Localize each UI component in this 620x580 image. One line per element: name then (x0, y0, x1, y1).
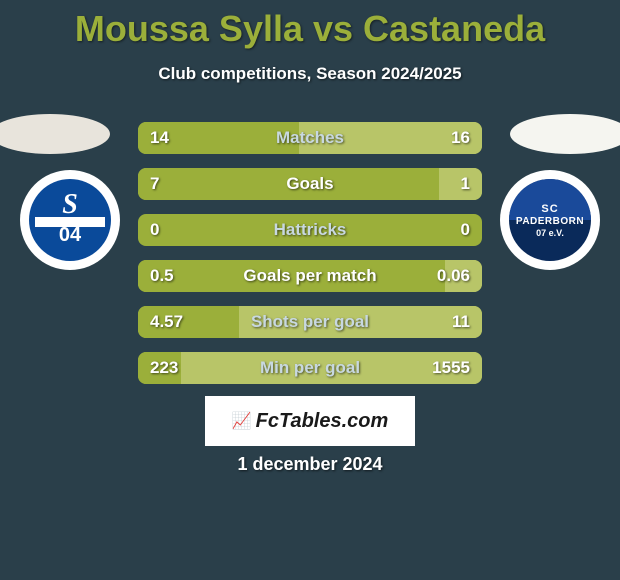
stat-bar-row: Shots per goal4.57 11 (138, 306, 482, 338)
stat-bar-label: Hattricks (138, 214, 482, 246)
stat-bar-label: Goals per match (138, 260, 482, 292)
schalke-stripe (35, 217, 105, 227)
stat-bar-value-left: 7 (150, 168, 159, 200)
brand-chart-icon: 📈 (232, 411, 252, 431)
stat-bar-value-left: 4.57 (150, 306, 183, 338)
stat-bar-value-right: 0 (461, 214, 470, 246)
paderborn-year: 07 e.V. (536, 228, 564, 238)
stat-bar-value-right: 11 (452, 306, 470, 338)
stat-bar-row: Goals7 1 (138, 168, 482, 200)
paderborn-icon: SC PADERBORN 07 e.V. (509, 179, 591, 261)
paderborn-sc: SC (541, 203, 558, 215)
stat-bar-value-right: 1555 (432, 352, 470, 384)
stats-bars: Matches14 16 Goals7 1 Hattricks0 0 Goals per m… (138, 122, 482, 398)
subtitle: Club competitions, Season 2024/2025 (0, 64, 620, 84)
stat-bar-label: Matches (138, 122, 482, 154)
player-right-oval (510, 114, 620, 154)
stat-bar-label: Min per goal (138, 352, 482, 384)
stat-bar-row: Hattricks0 0 (138, 214, 482, 246)
club-logo-right: SC PADERBORN 07 e.V. (500, 170, 600, 270)
brand-text: FcTables.com (256, 410, 389, 433)
stat-bar-value-right: 0.06 (437, 260, 470, 292)
stat-bar-value-left: 14 (150, 122, 169, 154)
stat-bar-value-left: 223 (150, 352, 178, 384)
stat-bar-label: Goals (138, 168, 482, 200)
stat-bar-row: Goals per match0.5 0.06 (138, 260, 482, 292)
paderborn-name: PADERBORN (516, 216, 584, 227)
stat-bar-value-right: 1 (461, 168, 470, 200)
brand-box: 📈 FcTables.com (205, 396, 415, 446)
stat-bar-value-left: 0.5 (150, 260, 174, 292)
schalke-icon (29, 179, 111, 261)
stat-bar-value-left: 0 (150, 214, 159, 246)
stat-bar-row: Matches14 16 (138, 122, 482, 154)
stat-bar-value-right: 16 (451, 122, 470, 154)
date-text: 1 december 2024 (0, 454, 620, 475)
player-left-oval (0, 114, 110, 154)
stat-bar-label: Shots per goal (138, 306, 482, 338)
page-title: Moussa Sylla vs Castaneda (0, 0, 620, 50)
club-logo-left (20, 170, 120, 270)
stat-bar-row: Min per goal223 1555 (138, 352, 482, 384)
